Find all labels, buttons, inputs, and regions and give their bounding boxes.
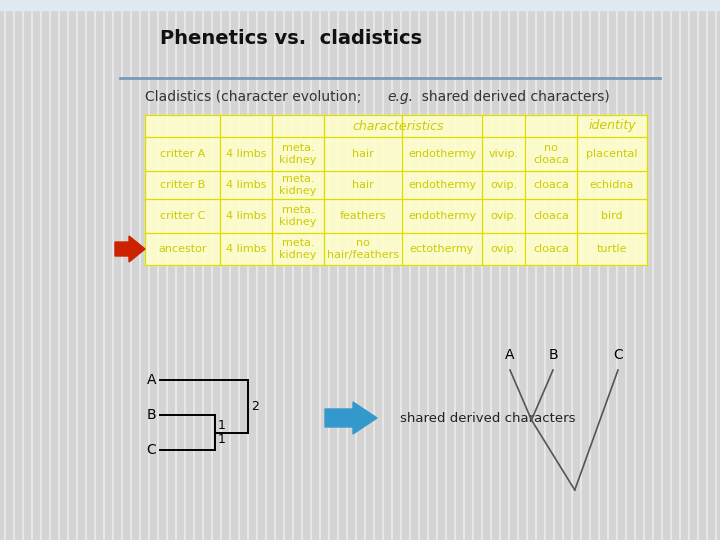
- Text: critter B: critter B: [160, 180, 205, 190]
- Text: endothermy: endothermy: [408, 149, 476, 159]
- Text: cloaca: cloaca: [533, 180, 569, 190]
- Text: 1: 1: [218, 419, 226, 432]
- Text: cloaca: cloaca: [533, 211, 569, 221]
- Text: endothermy: endothermy: [408, 211, 476, 221]
- Text: Phenetics vs.  cladistics: Phenetics vs. cladistics: [160, 29, 422, 48]
- Text: endothermy: endothermy: [408, 180, 476, 190]
- Text: ectothermy: ectothermy: [410, 244, 474, 254]
- Text: e.g.: e.g.: [387, 90, 413, 104]
- Text: ovip.: ovip.: [490, 244, 517, 254]
- Polygon shape: [115, 236, 145, 262]
- Text: meta.
kidney: meta. kidney: [279, 205, 317, 227]
- Text: B: B: [548, 348, 558, 362]
- Text: cloaca: cloaca: [533, 244, 569, 254]
- Bar: [0, 0, 720, 10]
- Text: 4 limbs: 4 limbs: [226, 149, 266, 159]
- Text: C: C: [613, 348, 623, 362]
- Text: C: C: [146, 443, 156, 457]
- Text: turtle: turtle: [597, 244, 627, 254]
- Text: vivip.: vivip.: [488, 149, 518, 159]
- Text: A: A: [146, 373, 156, 387]
- Text: 2: 2: [251, 400, 259, 413]
- Text: Cladistics (character evolution;: Cladistics (character evolution;: [145, 90, 370, 104]
- Text: no
cloaca: no cloaca: [533, 143, 569, 165]
- Text: feathers: feathers: [340, 211, 386, 221]
- Text: echidna: echidna: [590, 180, 634, 190]
- Text: critter C: critter C: [160, 211, 205, 221]
- Polygon shape: [325, 402, 377, 434]
- Text: critter A: critter A: [160, 149, 205, 159]
- Text: 1: 1: [218, 433, 226, 446]
- Bar: [145, 115, 647, 265]
- Text: 4 limbs: 4 limbs: [226, 180, 266, 190]
- Text: characteristics: characteristics: [353, 119, 444, 132]
- Text: meta.
kidney: meta. kidney: [279, 238, 317, 260]
- Text: meta.
kidney: meta. kidney: [279, 143, 317, 165]
- Text: placental: placental: [586, 149, 638, 159]
- Text: shared derived characters: shared derived characters: [400, 411, 575, 424]
- Text: bird: bird: [601, 211, 623, 221]
- Text: shared derived characters): shared derived characters): [413, 90, 610, 104]
- Text: 4 limbs: 4 limbs: [226, 244, 266, 254]
- Text: meta.
kidney: meta. kidney: [279, 174, 317, 196]
- Text: ancestor: ancestor: [158, 244, 207, 254]
- Text: identity: identity: [588, 119, 636, 132]
- Text: hair: hair: [352, 180, 374, 190]
- Text: ovip.: ovip.: [490, 211, 517, 221]
- Text: hair: hair: [352, 149, 374, 159]
- Text: A: A: [505, 348, 515, 362]
- Text: ovip.: ovip.: [490, 180, 517, 190]
- Text: B: B: [146, 408, 156, 422]
- Text: 4 limbs: 4 limbs: [226, 211, 266, 221]
- Text: no
hair/feathers: no hair/feathers: [327, 238, 399, 260]
